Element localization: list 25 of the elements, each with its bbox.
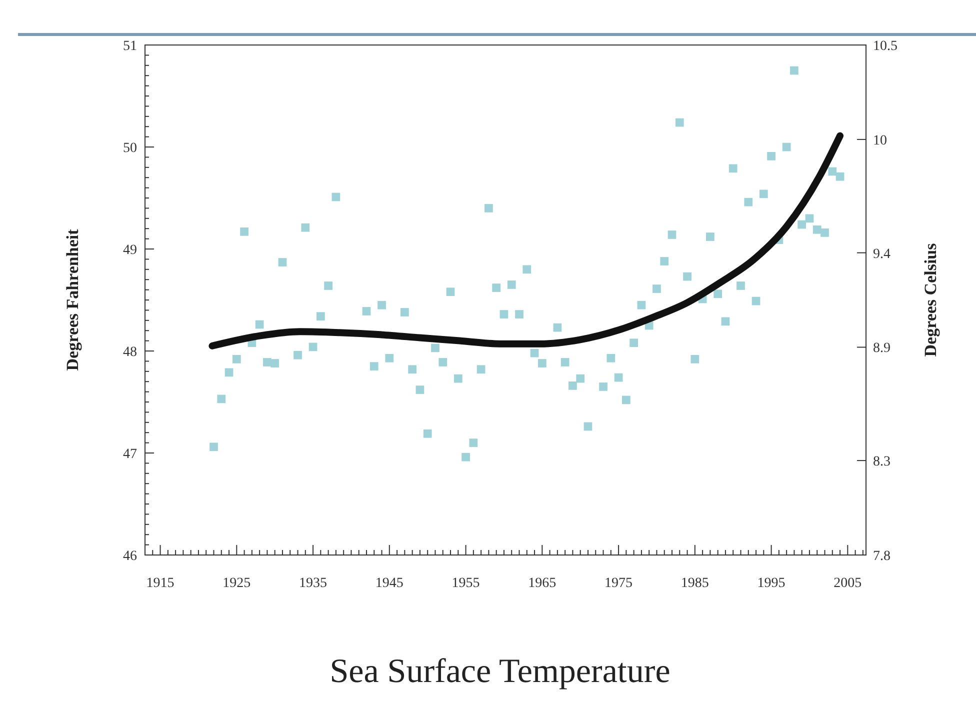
x-tick-label: 1915 <box>146 576 174 591</box>
x-tick-label: 1925 <box>222 576 251 591</box>
x-tick-label: 1945 <box>375 576 404 591</box>
y2-tick-label: 10 <box>873 133 887 148</box>
x-tick-label: 2005 <box>834 576 862 591</box>
x-tick-label: 1965 <box>528 576 556 591</box>
y-axis-title: Degrees Fahrenheit <box>63 228 82 371</box>
y2-axis-title: Degrees Celsius <box>921 242 940 357</box>
y-tick-label: 46 <box>123 549 137 564</box>
x-tick-label: 1995 <box>757 576 786 591</box>
y-tick-label: 50 <box>123 141 137 156</box>
y2-tick-label: 9.4 <box>873 246 890 262</box>
x-tick-label: 1935 <box>299 576 328 591</box>
y-tick-label: 48 <box>123 345 137 360</box>
y-tick-label: 51 <box>123 39 137 54</box>
y2-tick-label: 8.3 <box>873 454 890 470</box>
text: Sea Surface Temperature <box>330 653 670 690</box>
y2-tick-label: 10.5 <box>873 39 898 54</box>
x-tick-label: 1955 <box>452 576 480 591</box>
x-tick-label: 1985 <box>680 576 709 591</box>
y2-tick-label: 8.9 <box>873 341 890 356</box>
y-tick-label: 49 <box>123 243 137 258</box>
x-tick-label: 1975 <box>604 576 633 591</box>
y2-tick-label: 7.8 <box>873 549 890 564</box>
y-tick-label: 47 <box>123 447 137 462</box>
